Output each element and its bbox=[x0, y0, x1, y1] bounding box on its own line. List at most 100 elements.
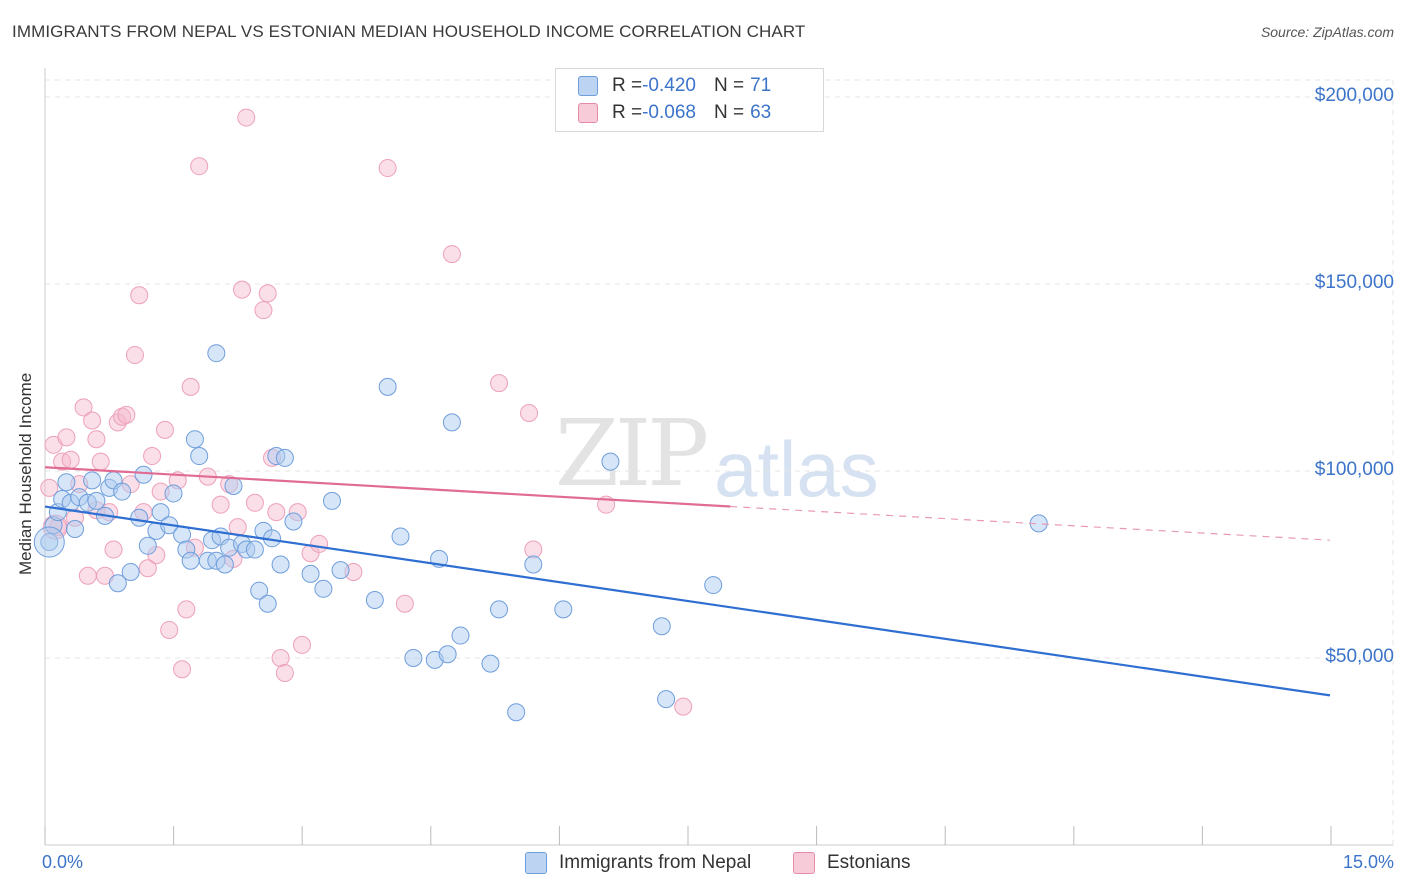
legend-swatch-pink bbox=[793, 852, 815, 874]
nepal-point bbox=[704, 576, 723, 595]
estonians-point bbox=[378, 159, 397, 178]
legend-r-label: R = bbox=[612, 102, 643, 123]
estonians-point bbox=[78, 566, 97, 585]
estonians-point bbox=[117, 405, 136, 424]
estonians-trend-extension bbox=[730, 505, 1331, 541]
estonians-point bbox=[74, 398, 93, 417]
legend-item-estonians[interactable]: Estonians bbox=[793, 852, 910, 874]
source-label: Source: ZipAtlas.com bbox=[1260, 24, 1394, 40]
nepal-point bbox=[65, 519, 84, 538]
estonians-point bbox=[237, 108, 256, 127]
nepal-trend-line bbox=[44, 505, 1331, 697]
estonians-point bbox=[138, 559, 157, 578]
legend-label-estonians: Estonians bbox=[827, 852, 911, 873]
nepal-point bbox=[245, 540, 264, 559]
nepal-point bbox=[57, 473, 76, 492]
estonians-point bbox=[258, 284, 277, 303]
nepal-point bbox=[451, 626, 470, 645]
y-tick-label: $150,000 bbox=[1314, 272, 1394, 293]
y-axis-label: Median Household Income bbox=[16, 372, 35, 575]
legend-swatch-blue bbox=[525, 852, 547, 874]
nepal-point bbox=[554, 600, 573, 619]
legend-n-label: N = bbox=[713, 102, 745, 123]
nepal-point bbox=[490, 600, 509, 619]
nepal-point bbox=[404, 649, 423, 667]
nepal-point bbox=[365, 591, 384, 610]
estonians-point bbox=[143, 447, 162, 466]
nepal-point bbox=[190, 447, 209, 466]
estonians-points bbox=[40, 108, 693, 716]
legend-r-value: -0.068 bbox=[642, 102, 696, 123]
nepal-point bbox=[652, 617, 671, 636]
estonians-point bbox=[275, 663, 294, 682]
legend-row-estonians: R = -0.068 N = 63 bbox=[578, 101, 771, 125]
nepal-point bbox=[301, 564, 320, 583]
estonians-point bbox=[271, 649, 290, 667]
nepal-point bbox=[378, 377, 397, 396]
chart-title: IMMIGRANTS FROM NEPAL VS ESTONIAN MEDIAN… bbox=[12, 22, 806, 41]
estonians-point bbox=[57, 428, 76, 447]
trend-lines bbox=[44, 466, 1331, 697]
nepal-point bbox=[322, 491, 341, 510]
estonians-point bbox=[293, 635, 311, 654]
nepal-point bbox=[438, 645, 457, 664]
estonians-point bbox=[91, 452, 110, 471]
nepal-point bbox=[250, 581, 269, 600]
x-axis bbox=[44, 826, 1393, 846]
estonians-point bbox=[61, 450, 80, 469]
estonians-point bbox=[245, 493, 264, 512]
estonians-point bbox=[177, 600, 196, 619]
nepal-point bbox=[657, 690, 676, 709]
nepal-point bbox=[284, 512, 303, 531]
x-tick-label-max: 15.0% bbox=[1342, 852, 1394, 872]
nepal-point bbox=[134, 465, 153, 484]
estonians-point bbox=[181, 377, 200, 396]
nepal-point bbox=[258, 594, 277, 613]
legend-item-nepal[interactable]: Immigrants from Nepal bbox=[525, 852, 751, 874]
estonians-point bbox=[310, 534, 329, 553]
estonians-point bbox=[125, 346, 144, 365]
estonians-point bbox=[442, 245, 461, 264]
estonians-point bbox=[83, 411, 102, 430]
y-tick-label: $200,000 bbox=[1314, 85, 1394, 106]
series-legend: Immigrants from Nepal Estonians bbox=[0, 852, 1406, 876]
estonians-point bbox=[87, 430, 106, 449]
estonians-point bbox=[267, 503, 286, 522]
nepal-point bbox=[83, 471, 102, 490]
legend-swatch-blue bbox=[578, 76, 598, 96]
nepal-point bbox=[164, 484, 183, 503]
estonians-point bbox=[211, 495, 230, 514]
nepal-point bbox=[130, 508, 149, 527]
nepal-point bbox=[108, 574, 127, 593]
estonians-point bbox=[155, 420, 174, 439]
nepal-point bbox=[185, 430, 204, 449]
estonians-point bbox=[233, 280, 252, 299]
estonians-point bbox=[130, 286, 149, 305]
nepal-point bbox=[138, 536, 157, 555]
legend-r-value: -0.420 bbox=[642, 75, 696, 96]
nepal-point bbox=[224, 476, 243, 495]
nepal-point bbox=[601, 452, 620, 471]
x-tick-label-min: 0.0% bbox=[42, 852, 84, 872]
nepal-point bbox=[391, 527, 410, 546]
legend-n-label: N = bbox=[713, 75, 745, 96]
correlation-legend: R = -0.420 N = 71 R = -0.068 N = 63 bbox=[555, 68, 824, 132]
estonians-point bbox=[40, 478, 59, 497]
legend-row-nepal: R = -0.420 N = 71 bbox=[578, 74, 771, 98]
grid-lines bbox=[44, 68, 1395, 845]
nepal-point bbox=[442, 413, 461, 432]
y-tick-label: $50,000 bbox=[1325, 646, 1394, 667]
estonians-point bbox=[104, 540, 123, 559]
nepal-point bbox=[524, 555, 543, 574]
nepal-point bbox=[275, 448, 294, 467]
estonians-point bbox=[173, 660, 192, 679]
nepal-point bbox=[181, 551, 200, 570]
legend-r-label: R = bbox=[612, 75, 643, 96]
watermark-atlas: atlas bbox=[714, 425, 879, 513]
nepal-point bbox=[507, 703, 526, 722]
estonians-point bbox=[524, 540, 543, 559]
nepal-point-cluster bbox=[33, 526, 65, 558]
estonians-point bbox=[190, 157, 209, 176]
nepal-point bbox=[314, 579, 333, 598]
